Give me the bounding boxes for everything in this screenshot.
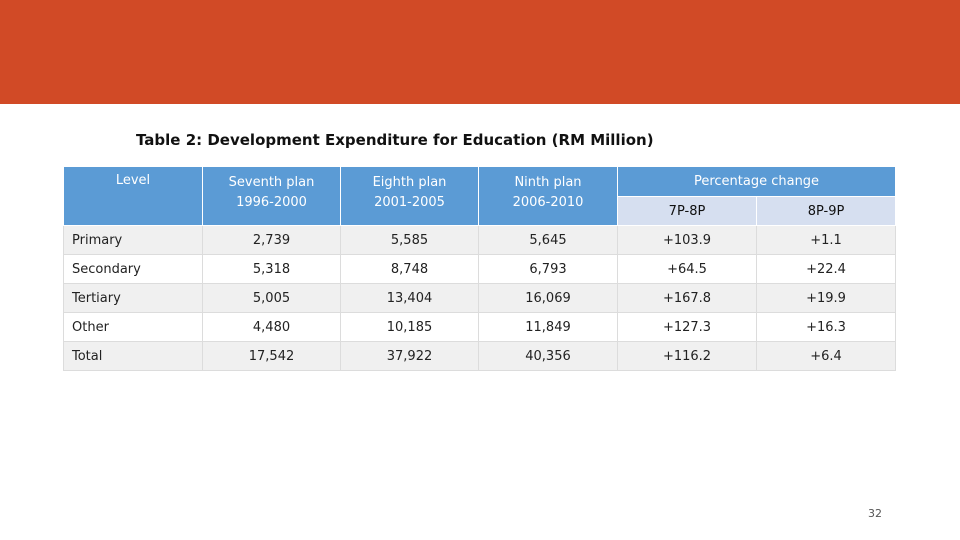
cell-pct-7p-8p: +103.9 (617, 225, 757, 255)
header-seventh-plan: Seventh plan 1996-2000 (202, 166, 341, 226)
ninth-plan-years: 2006-2010 (512, 195, 584, 210)
cell-seventh: 5,005 (202, 283, 341, 313)
cell-pct-7p-8p: +127.3 (617, 312, 757, 342)
table-row: Primary 2,739 5,585 5,645 +103.9 +1.1 (63, 225, 897, 255)
seventh-plan-name: Seventh plan (228, 175, 315, 190)
cell-eighth: 37,922 (340, 341, 479, 371)
cell-seventh: 4,480 (202, 312, 341, 342)
cell-seventh: 5,318 (202, 254, 341, 284)
cell-pct-7p-8p: +116.2 (617, 341, 757, 371)
table-row: Secondary 5,318 8,748 6,793 +64.5 +22.4 (63, 254, 897, 284)
cell-ninth: 40,356 (478, 341, 618, 371)
cell-ninth: 6,793 (478, 254, 618, 284)
header-banner (0, 0, 960, 104)
cell-level: Primary (63, 225, 203, 255)
header-percentage-change: Percentage change (616, 166, 897, 197)
cell-ninth: 11,849 (478, 312, 618, 342)
cell-pct-7p-8p: +64.5 (617, 254, 757, 284)
cell-eighth: 8,748 (340, 254, 479, 284)
cell-ninth: 5,645 (478, 225, 618, 255)
page-number: 32 (868, 507, 882, 520)
table-row: Other 4,480 10,185 11,849 +127.3 +16.3 (63, 312, 897, 342)
expenditure-table: Level Seventh plan 1996-2000 Eighth plan… (63, 166, 897, 371)
header-ninth-plan: Ninth plan 2006-2010 (478, 166, 618, 226)
cell-pct-7p-8p: +167.8 (617, 283, 757, 313)
cell-pct-8p-9p: +22.4 (755, 254, 897, 284)
cell-eighth: 13,404 (340, 283, 479, 313)
cell-ninth: 16,069 (478, 283, 618, 313)
header-8p-9p: 8P-9P (755, 196, 897, 226)
header-7p-8p: 7P-8P (617, 196, 757, 226)
eighth-plan-name: Eighth plan (372, 175, 447, 190)
cell-seventh: 17,542 (202, 341, 341, 371)
cell-level: Secondary (63, 254, 203, 284)
cell-level: Total (63, 341, 203, 371)
cell-pct-8p-9p: +6.4 (755, 341, 897, 371)
header-eighth-plan: Eighth plan 2001-2005 (340, 166, 479, 226)
cell-level: Other (63, 312, 203, 342)
cell-eighth: 5,585 (340, 225, 479, 255)
cell-pct-8p-9p: +19.9 (755, 283, 897, 313)
cell-seventh: 2,739 (202, 225, 341, 255)
seventh-plan-years: 1996-2000 (236, 195, 307, 210)
cell-pct-8p-9p: +1.1 (755, 225, 897, 255)
cell-pct-8p-9p: +16.3 (755, 312, 897, 342)
cell-level: Tertiary (63, 283, 203, 313)
cell-eighth: 10,185 (340, 312, 479, 342)
ninth-plan-name: Ninth plan (514, 175, 582, 190)
table-row: Total 17,542 37,922 40,356 +116.2 +6.4 (63, 341, 897, 371)
header-level: Level (63, 166, 203, 226)
table-title: Table 2: Development Expenditure for Edu… (136, 131, 654, 149)
eighth-plan-years: 2001-2005 (374, 195, 445, 210)
table-row: Tertiary 5,005 13,404 16,069 +167.8 +19.… (63, 283, 897, 313)
